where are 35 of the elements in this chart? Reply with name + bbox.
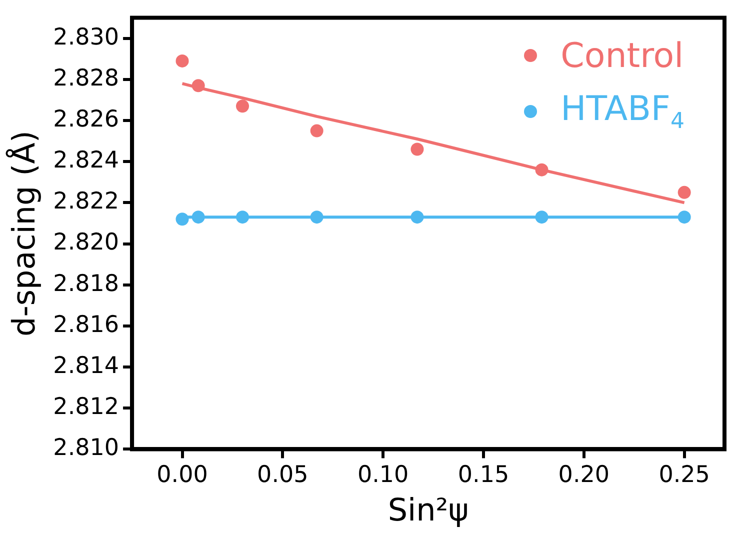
x-tick-label: 0.05 (257, 462, 308, 488)
point (192, 79, 205, 92)
y-tick-label: 2.824 (53, 148, 120, 174)
legend-label: HTABF$_{4}$ (560, 89, 684, 134)
point (410, 210, 424, 224)
point (535, 163, 548, 176)
y-tick-label: 2.818 (53, 270, 120, 297)
y-tick-label: 2.816 (53, 312, 120, 338)
point (310, 124, 324, 138)
y-tick-label: 2.812 (53, 394, 120, 420)
y-tick-label: 2.826 (53, 106, 120, 132)
y-tick-label: 2.822 (53, 188, 120, 215)
y-tick-label: 2.810 (53, 435, 120, 462)
y-tick-label: 2.820 (53, 230, 120, 256)
x-tick-label: 0.20 (558, 462, 610, 488)
x-tick-label: 0.10 (357, 462, 409, 488)
y-tick-label: 2.814 (53, 352, 120, 379)
point (236, 100, 249, 113)
point (176, 54, 189, 68)
point (678, 186, 691, 199)
y-tick-label: 2.828 (53, 65, 120, 92)
point (410, 142, 424, 156)
x-tick-label: 0.25 (658, 462, 710, 488)
y-axis-title: d-spacing (Å) (6, 130, 43, 336)
point (176, 212, 189, 226)
x-axis-title: Sin²ψ (388, 492, 469, 528)
legend-label: Control (560, 36, 684, 76)
point (678, 210, 691, 224)
x-tick-label: 0.15 (458, 462, 510, 488)
point (310, 210, 324, 224)
point (236, 210, 249, 224)
point (535, 210, 548, 224)
y-tick-label: 2.830 (53, 24, 120, 50)
point (192, 210, 205, 224)
x-tick-label: 0.00 (156, 462, 208, 488)
